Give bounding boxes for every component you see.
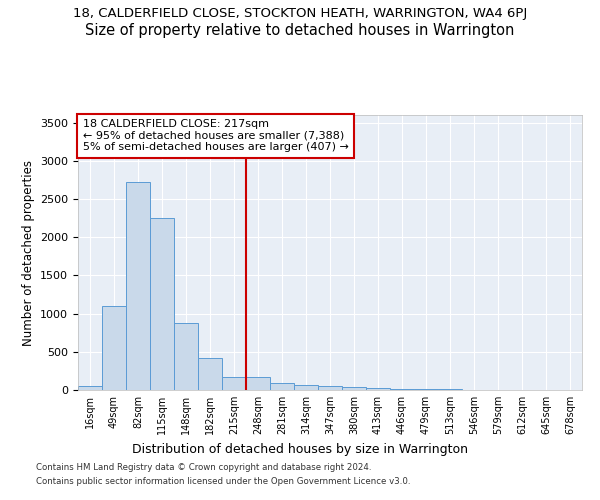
Text: Contains public sector information licensed under the Open Government Licence v3: Contains public sector information licen… — [36, 477, 410, 486]
Bar — [342, 388, 366, 390]
Bar — [102, 306, 126, 390]
Text: Contains HM Land Registry data © Crown copyright and database right 2024.: Contains HM Land Registry data © Crown c… — [36, 464, 371, 472]
Text: Distribution of detached houses by size in Warrington: Distribution of detached houses by size … — [132, 442, 468, 456]
Bar — [294, 385, 318, 390]
Bar — [414, 389, 438, 390]
Bar — [174, 323, 198, 390]
Bar — [270, 382, 294, 390]
Bar — [150, 218, 174, 390]
Text: Size of property relative to detached houses in Warrington: Size of property relative to detached ho… — [85, 22, 515, 38]
Bar — [246, 376, 270, 390]
Bar — [366, 388, 390, 390]
Bar — [318, 386, 342, 390]
Bar — [222, 376, 246, 390]
Bar — [390, 389, 414, 390]
Text: 18 CALDERFIELD CLOSE: 217sqm
← 95% of detached houses are smaller (7,388)
5% of : 18 CALDERFIELD CLOSE: 217sqm ← 95% of de… — [83, 119, 349, 152]
Y-axis label: Number of detached properties: Number of detached properties — [22, 160, 35, 346]
Bar — [198, 358, 222, 390]
Text: 18, CALDERFIELD CLOSE, STOCKTON HEATH, WARRINGTON, WA4 6PJ: 18, CALDERFIELD CLOSE, STOCKTON HEATH, W… — [73, 8, 527, 20]
Bar — [126, 182, 150, 390]
Bar — [78, 386, 102, 390]
